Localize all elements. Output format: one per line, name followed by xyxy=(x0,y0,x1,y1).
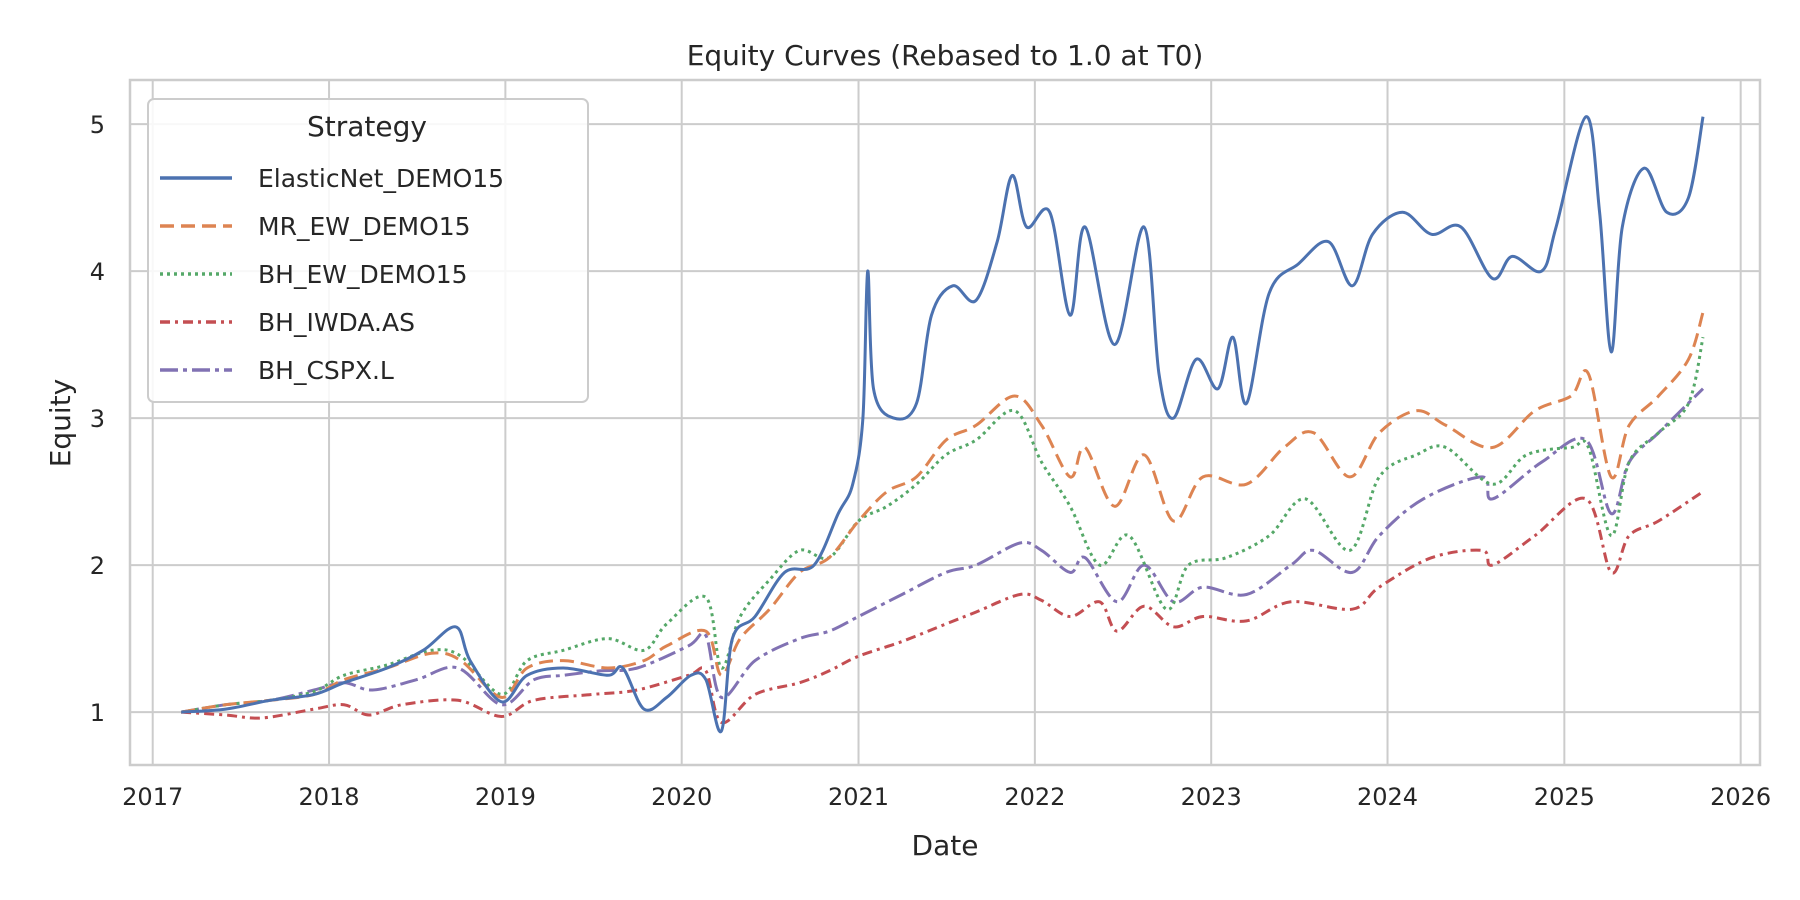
legend: Strategy ElasticNet_DEMO15 MR_EW_DEMO15 BH… xyxy=(147,98,589,403)
y-tick-label: 4 xyxy=(90,258,105,286)
x-tick-label: 2018 xyxy=(299,783,360,811)
legend-label-mr-ew-demo15: MR_EW_DEMO15 xyxy=(258,212,471,241)
x-tick-label: 2021 xyxy=(828,783,889,811)
series-lines xyxy=(180,115,1705,734)
y-tick-label: 5 xyxy=(90,111,105,139)
y-tick-label: 3 xyxy=(90,405,105,433)
legend-box xyxy=(147,98,589,403)
x-tick-label: 2024 xyxy=(1357,783,1418,811)
series-line-bh-cspx-l xyxy=(180,387,1705,714)
y-tick-labels: 1 2 3 4 5 xyxy=(90,111,105,727)
chart-title: Equity Curves (Rebased to 1.0 at T0) xyxy=(687,39,1204,72)
legend-title: Strategy xyxy=(307,110,427,143)
legend-label-elasticnet-demo15: ElasticNet_DEMO15 xyxy=(258,164,504,193)
x-tick-labels: 2017 2018 2019 2020 2021 2022 2023 2024 2025 2026 xyxy=(122,783,1771,811)
legend-label-bh-ew-demo15: BH_EW_DEMO15 xyxy=(258,260,468,289)
series-line-bh-iwda-as xyxy=(181,490,1704,725)
legend-label-bh-cspx-l: BH_CSPX.L xyxy=(258,356,394,385)
x-tick-label: 2022 xyxy=(1004,783,1065,811)
series-line-mr-ew-demo15 xyxy=(180,311,1705,714)
y-tick-label: 1 xyxy=(90,699,105,727)
x-tick-label: 2025 xyxy=(1534,783,1595,811)
series-line-elasticnet-demo15 xyxy=(181,115,1705,734)
x-tick-label: 2026 xyxy=(1710,783,1771,811)
x-tick-label: 2023 xyxy=(1181,783,1242,811)
x-tick-label: 2017 xyxy=(122,783,183,811)
y-tick-label: 2 xyxy=(90,552,105,580)
x-axis-label: Date xyxy=(912,829,979,862)
x-tick-label: 2019 xyxy=(475,783,536,811)
y-axis-label: Equity xyxy=(44,379,77,468)
legend-label-bh-iwda-as: BH_IWDA.AS xyxy=(258,308,415,337)
series-line-bh-ew-demo15 xyxy=(180,336,1705,714)
legend-items: ElasticNet_DEMO15 MR_EW_DEMO15 BH_EW_DEMO1… xyxy=(160,164,504,385)
x-tick-label: 2020 xyxy=(651,783,712,811)
